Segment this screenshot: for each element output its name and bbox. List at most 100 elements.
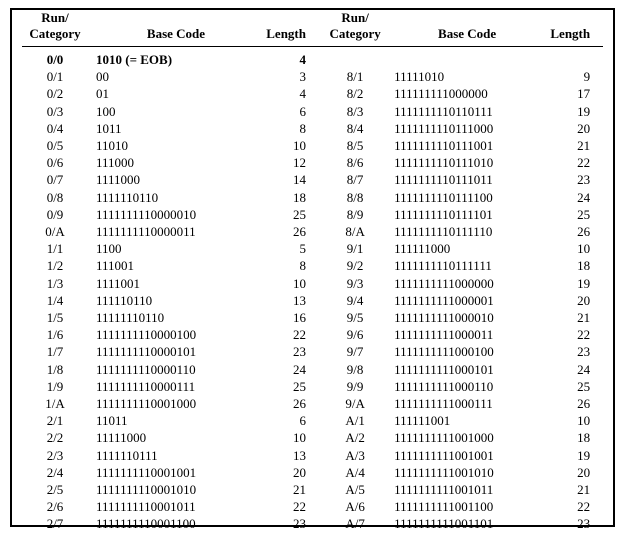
table-row: 1/8111111111000011024 bbox=[22, 361, 324, 378]
cell-run: 2/7 bbox=[22, 515, 88, 532]
cell-length: 22 bbox=[540, 154, 596, 171]
table-row: A/6111111111100110022 bbox=[324, 498, 603, 515]
cell-length: 9 bbox=[540, 68, 596, 85]
cell-run: 9/7 bbox=[324, 343, 386, 360]
table-row: 0/01010 (= EOB)4 bbox=[22, 51, 324, 68]
table-row: 0/31006 bbox=[22, 103, 324, 120]
cell-length: 20 bbox=[256, 464, 312, 481]
cell-length: 25 bbox=[540, 206, 596, 223]
cell-length: 16 bbox=[256, 309, 312, 326]
cell-length: 25 bbox=[256, 378, 312, 395]
table-row: 8/7111111111011101123 bbox=[324, 171, 603, 188]
cell-code: 1111111110001000 bbox=[88, 395, 256, 412]
cell-run: 9/8 bbox=[324, 361, 386, 378]
cell-length: 22 bbox=[540, 326, 596, 343]
cell-length: 19 bbox=[540, 103, 596, 120]
cell-run: 1/3 bbox=[22, 275, 88, 292]
table-row: 2/4111111111000100120 bbox=[22, 464, 324, 481]
cell-run: 2/2 bbox=[22, 429, 88, 446]
table-row: 1/411111011013 bbox=[22, 292, 324, 309]
cell-code: 00 bbox=[88, 68, 256, 85]
cell-code: 1111111111000101 bbox=[386, 361, 540, 378]
cell-run: 8/3 bbox=[324, 103, 386, 120]
left-column: 0/01010 (= EOB)40/10030/20140/310060/410… bbox=[22, 51, 324, 533]
cell-run: 9/3 bbox=[324, 275, 386, 292]
table-row: A/4111111111100101020 bbox=[324, 464, 603, 481]
cell-run: 8/7 bbox=[324, 171, 386, 188]
cell-run: 9/2 bbox=[324, 257, 386, 274]
cell-length: 24 bbox=[540, 189, 596, 206]
code-table: Run/ Category Base Code Length Run/ Cate… bbox=[10, 8, 615, 527]
cell-length: 26 bbox=[256, 223, 312, 240]
table-row: 0/7111100014 bbox=[22, 171, 324, 188]
cell-length: 13 bbox=[256, 292, 312, 309]
cell-run: 1/8 bbox=[22, 361, 88, 378]
cell-code: 1111111110001001 bbox=[88, 464, 256, 481]
table-row: A/2111111111100100018 bbox=[324, 429, 603, 446]
cell-length: 10 bbox=[256, 429, 312, 446]
cell-run: 1/4 bbox=[22, 292, 88, 309]
table-row: 8/3111111111011011119 bbox=[324, 103, 603, 120]
cell-length: 18 bbox=[540, 257, 596, 274]
table-row: 0/1003 bbox=[22, 68, 324, 85]
cell-run: 9/5 bbox=[324, 309, 386, 326]
cell-length: 12 bbox=[256, 154, 312, 171]
cell-length: 5 bbox=[256, 240, 312, 257]
cell-length: 3 bbox=[256, 68, 312, 85]
cell-length: 23 bbox=[256, 343, 312, 360]
cell-code: 1111111111000001 bbox=[386, 292, 540, 309]
cell-code: 11111000 bbox=[88, 429, 256, 446]
cell-code: 11111110110 bbox=[88, 309, 256, 326]
table-row: 8/9111111111011110125 bbox=[324, 206, 603, 223]
table-header: Run/ Category Base Code Length Run/ Cate… bbox=[22, 10, 603, 47]
cell-run: 0/7 bbox=[22, 171, 88, 188]
table-row: A/3111111111100100119 bbox=[324, 447, 603, 464]
cell-length: 23 bbox=[540, 343, 596, 360]
cell-code: 1011 bbox=[88, 120, 256, 137]
cell-run: 1/9 bbox=[22, 378, 88, 395]
hdr-run-bot-right: Category bbox=[324, 26, 386, 42]
cell-code: 111110110 bbox=[88, 292, 256, 309]
table-row: 0/8111111011018 bbox=[22, 189, 324, 206]
cell-code: 1111110111 bbox=[88, 447, 256, 464]
cell-code: 1111111110000010 bbox=[88, 206, 256, 223]
cell-length: 6 bbox=[256, 412, 312, 429]
cell-run: 0/1 bbox=[22, 68, 88, 85]
cell-length: 23 bbox=[540, 171, 596, 188]
cell-length: 20 bbox=[540, 120, 596, 137]
cell-length: 23 bbox=[540, 515, 596, 532]
table-row: 9/2111111111011111118 bbox=[324, 257, 603, 274]
table-row: 0/9111111111000001025 bbox=[22, 206, 324, 223]
table-row: 2/3111111011113 bbox=[22, 447, 324, 464]
cell-length: 20 bbox=[540, 464, 596, 481]
cell-length: 21 bbox=[540, 309, 596, 326]
cell-code: 1111111111001100 bbox=[386, 498, 540, 515]
table-row: 1/6111111111000010022 bbox=[22, 326, 324, 343]
cell-run: 9/6 bbox=[324, 326, 386, 343]
cell-code: 1111000 bbox=[88, 171, 256, 188]
table-row: 8/A111111111011111026 bbox=[324, 223, 603, 240]
hdr-run-top-left: Run/ bbox=[22, 10, 88, 26]
cell-code: 111001 bbox=[88, 257, 256, 274]
cell-length: 22 bbox=[256, 498, 312, 515]
table-row: 9/5111111111100001021 bbox=[324, 309, 603, 326]
cell-run: 0/8 bbox=[22, 189, 88, 206]
table-row: 9/3111111111100000019 bbox=[324, 275, 603, 292]
cell-run: 2/4 bbox=[22, 464, 88, 481]
cell-code: 111111111000000 bbox=[386, 85, 540, 102]
cell-run: 1/2 bbox=[22, 257, 88, 274]
cell-code: 1111111111001010 bbox=[386, 464, 540, 481]
cell-code: 1111001 bbox=[88, 275, 256, 292]
right-column: 8/11111101098/2111111111000000178/311111… bbox=[324, 51, 603, 533]
cell-code: 111111000 bbox=[386, 240, 540, 257]
table-row: 0/A111111111000001126 bbox=[22, 223, 324, 240]
cell-length: 4 bbox=[256, 51, 312, 68]
table-row: 8/5111111111011100121 bbox=[324, 137, 603, 154]
cell-length: 10 bbox=[540, 240, 596, 257]
table-row: 9/7111111111100010023 bbox=[324, 343, 603, 360]
cell-code: 1111111111000010 bbox=[386, 309, 540, 326]
cell-code: 1111111111000100 bbox=[386, 343, 540, 360]
cell-code: 1100 bbox=[88, 240, 256, 257]
cell-code: 11111010 bbox=[386, 68, 540, 85]
cell-run: A/3 bbox=[324, 447, 386, 464]
